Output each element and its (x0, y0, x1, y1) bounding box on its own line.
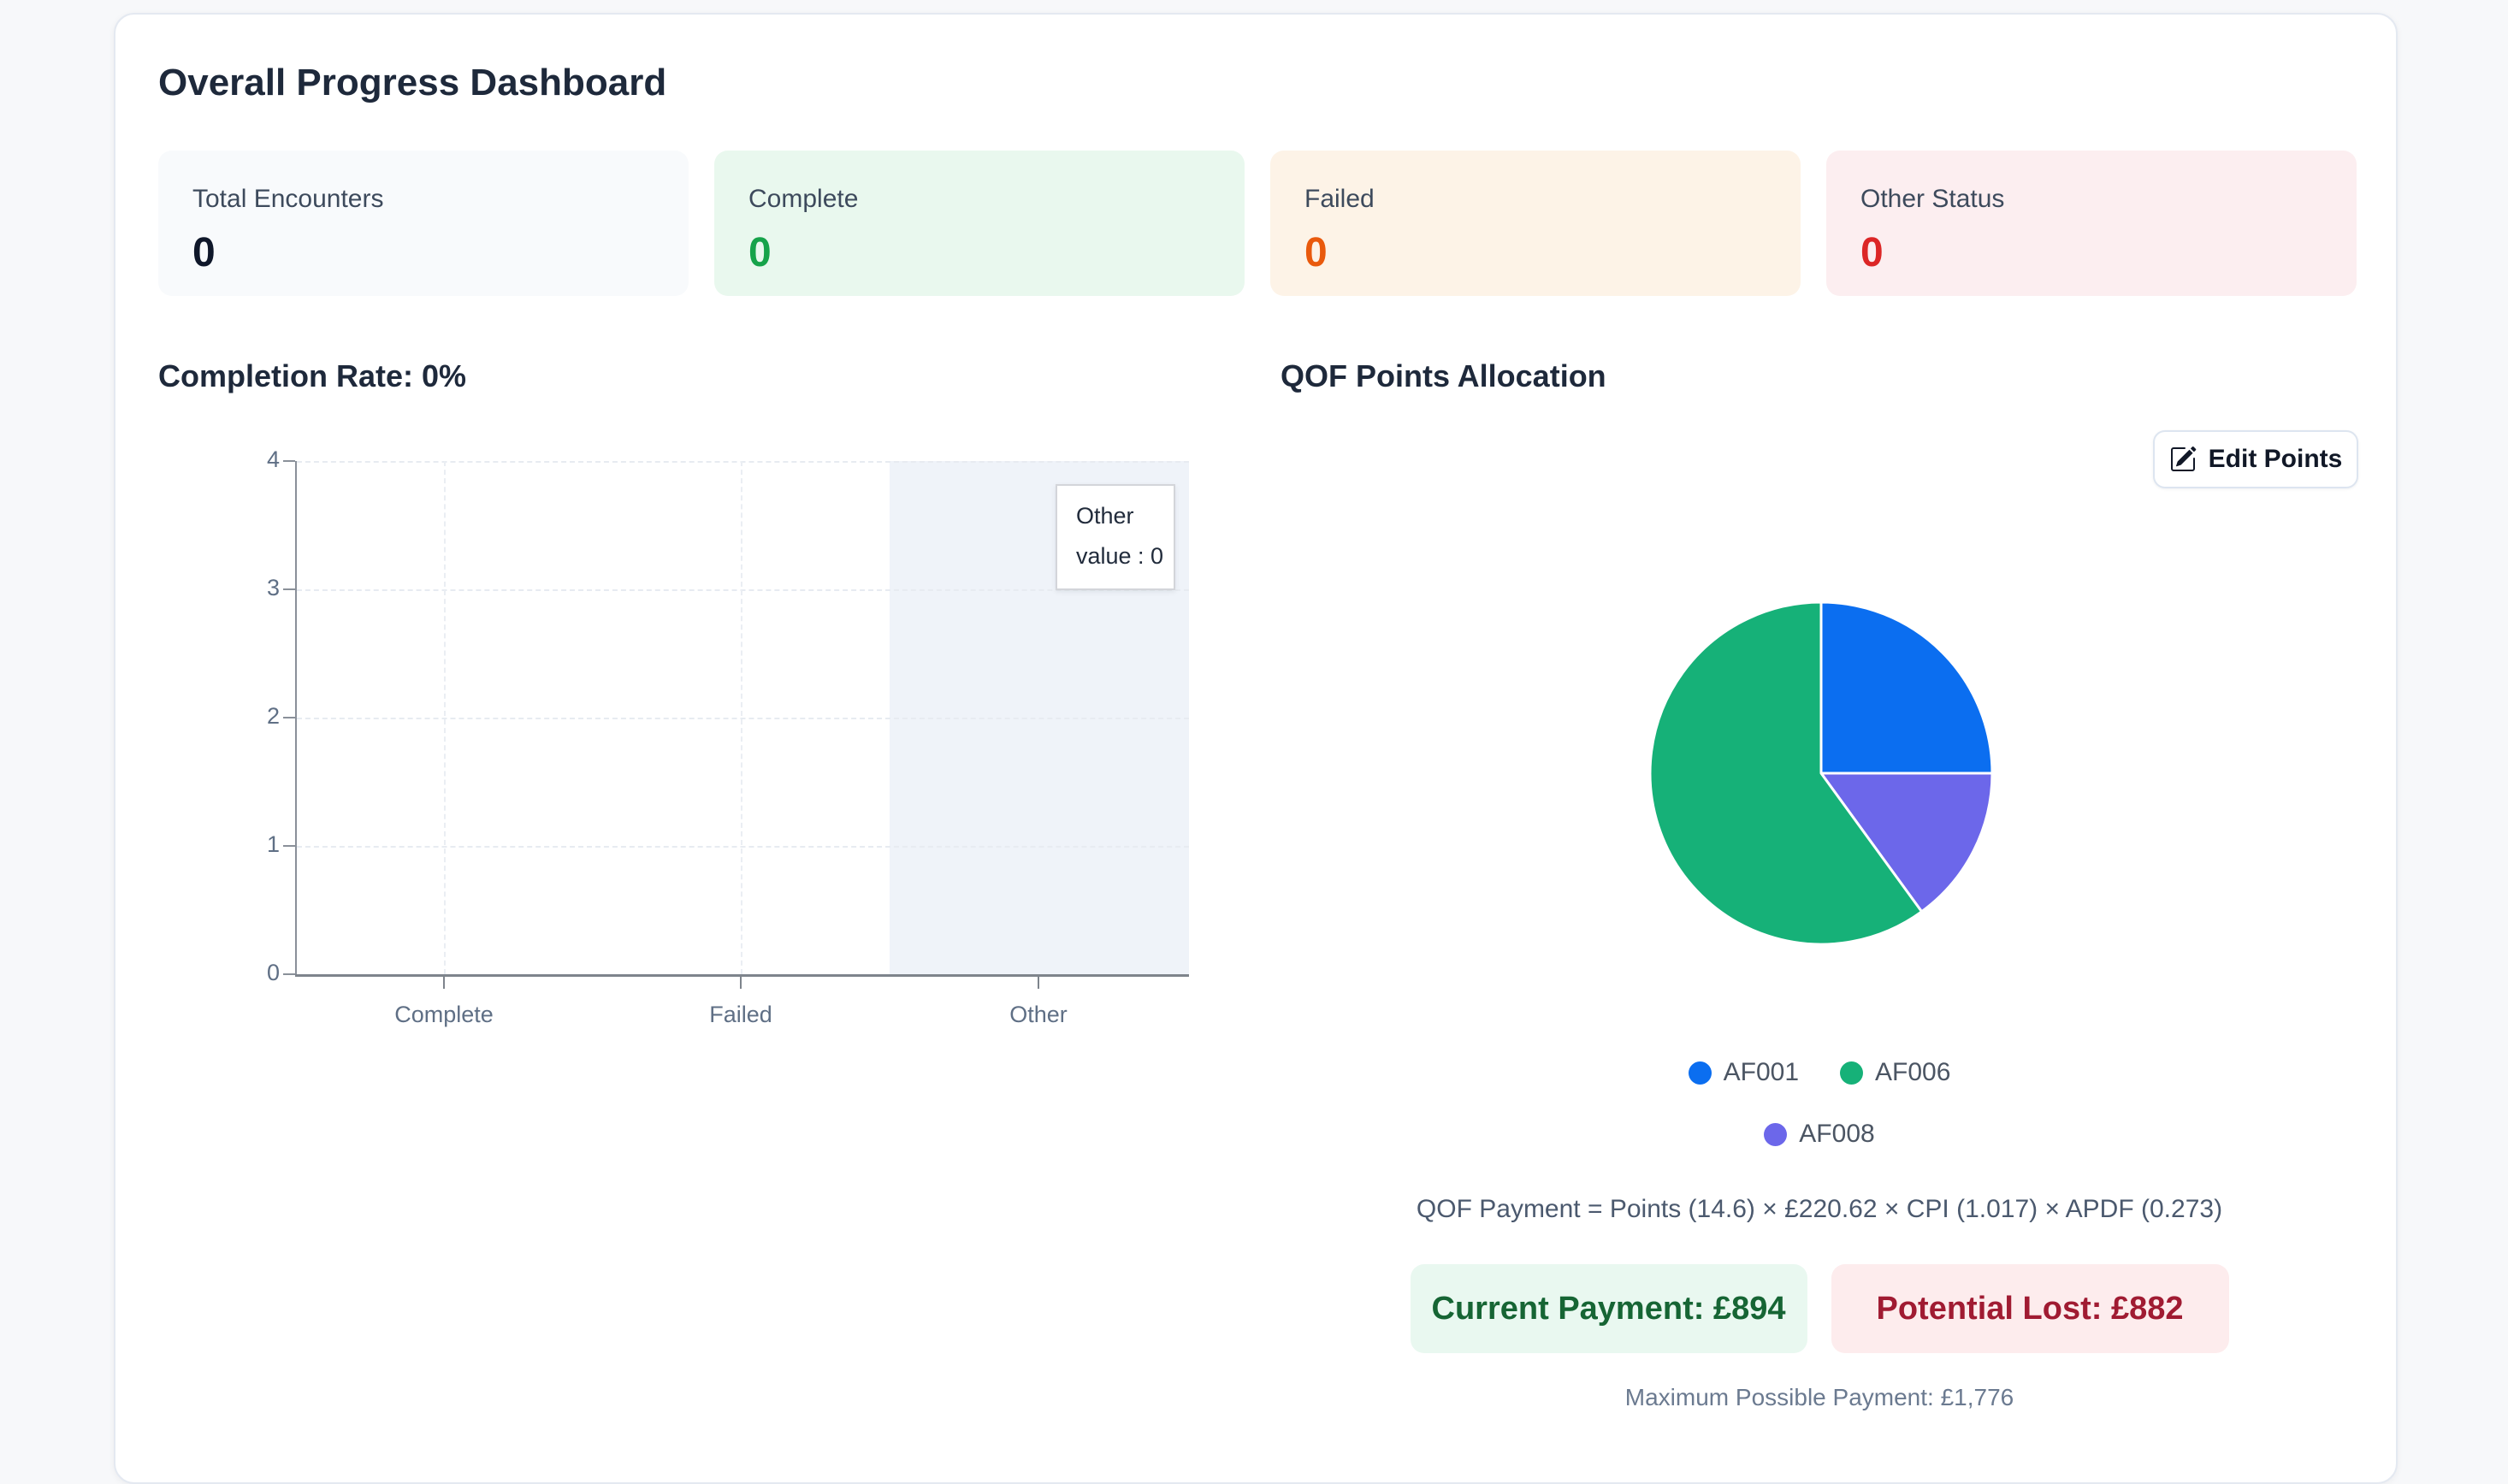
stat-label: Complete (748, 185, 859, 213)
x-tick (443, 977, 445, 989)
y-tick-label: 3 (266, 575, 280, 600)
gridline (297, 589, 1189, 591)
stat-value: 0 (748, 230, 772, 275)
x-tick (740, 977, 742, 989)
legend-item-af006[interactable]: AF006 (1840, 1058, 1950, 1087)
stat-value: 0 (1304, 230, 1328, 275)
potential-lost-box: Potential Lost: £882 (1831, 1264, 2229, 1353)
current-payment-box: Current Payment: £894 (1410, 1264, 1807, 1353)
y-axis (295, 461, 297, 974)
y-tick-label: 1 (266, 831, 280, 857)
legend-dot-af006 (1840, 1061, 1863, 1085)
y-tick (283, 460, 295, 462)
gridline (297, 718, 1189, 719)
legend-label: AF001 (1723, 1058, 1799, 1086)
pie-slice-af006[interactable] (1648, 600, 1924, 946)
y-tick-label: 2 (266, 703, 280, 729)
stat-label: Other Status (1860, 185, 2005, 213)
stat-value: 0 (192, 230, 216, 275)
gridline (297, 846, 1189, 848)
x-axis (295, 974, 1189, 977)
y-tick (283, 845, 295, 847)
legend-item-af008[interactable]: AF008 (1764, 1120, 1875, 1149)
tooltip-category: Other (1076, 503, 1134, 529)
gridline (297, 461, 1189, 463)
qof-points-heading: QOF Points Allocation (1281, 358, 1606, 393)
stat-label: Failed (1304, 185, 1375, 213)
pie-legend-row-2: AF008 (1281, 1120, 2358, 1149)
stat-value: 0 (1860, 230, 1884, 275)
y-tick-label: 4 (266, 446, 280, 472)
stat-card-complete: Complete 0 (714, 151, 1245, 296)
edit-pencil-square-icon (2170, 446, 2196, 471)
tooltip-value: value : 0 (1076, 543, 1164, 569)
gridline (444, 461, 446, 974)
pie-slice-af008[interactable] (1819, 772, 1994, 913)
pie-slice-af001[interactable] (1819, 600, 1994, 775)
legend-dot-af001 (1688, 1061, 1712, 1085)
y-tick-label: 0 (266, 960, 280, 985)
qof-pie-chart[interactable] (1647, 599, 1996, 948)
overall-progress-card: Overall Progress Dashboard Total Encount… (114, 13, 2398, 1484)
legend-dot-af008 (1764, 1122, 1788, 1146)
stat-card-total-encounters: Total Encounters 0 (158, 151, 689, 296)
legend-item-af001[interactable]: AF001 (1688, 1058, 1799, 1087)
y-tick (283, 588, 295, 590)
edit-points-button[interactable]: Edit Points (2153, 430, 2358, 488)
legend-label: AF008 (1799, 1120, 1875, 1148)
y-tick (283, 717, 295, 718)
stats-row: Total Encounters 0 Complete 0 Failed 0 O… (158, 151, 2357, 296)
x-tick (1038, 977, 1039, 989)
pie-legend-row-1: AF001 AF006 (1281, 1058, 2358, 1087)
completion-rate-heading: Completion Rate: 0% (158, 358, 467, 393)
stat-card-other-status: Other Status 0 (1826, 151, 2357, 296)
stat-label: Total Encounters (192, 185, 384, 213)
qof-payment-formula: QOF Payment = Points (14.6) × £220.62 × … (1416, 1195, 2223, 1223)
stat-card-failed: Failed 0 (1270, 151, 1801, 296)
x-label-complete: Complete (394, 1002, 494, 1027)
legend-label: AF006 (1875, 1058, 1951, 1086)
completion-bar-chart[interactable]: 4 3 2 1 0 Complete Failed Other Other va… (267, 446, 1189, 1027)
edit-points-label: Edit Points (2208, 445, 2343, 473)
page-title: Overall Progress Dashboard (158, 62, 667, 103)
max-payment-text: Maximum Possible Payment: £1,776 (1624, 1384, 2014, 1410)
y-tick (283, 973, 295, 975)
payment-summary-row: Current Payment: £894 Potential Lost: £8… (1281, 1264, 2358, 1353)
gridline (741, 461, 742, 974)
x-label-failed: Failed (709, 1002, 772, 1027)
chart-tooltip: Other value : 0 (1056, 484, 1175, 590)
x-label-other: Other (1009, 1002, 1068, 1027)
